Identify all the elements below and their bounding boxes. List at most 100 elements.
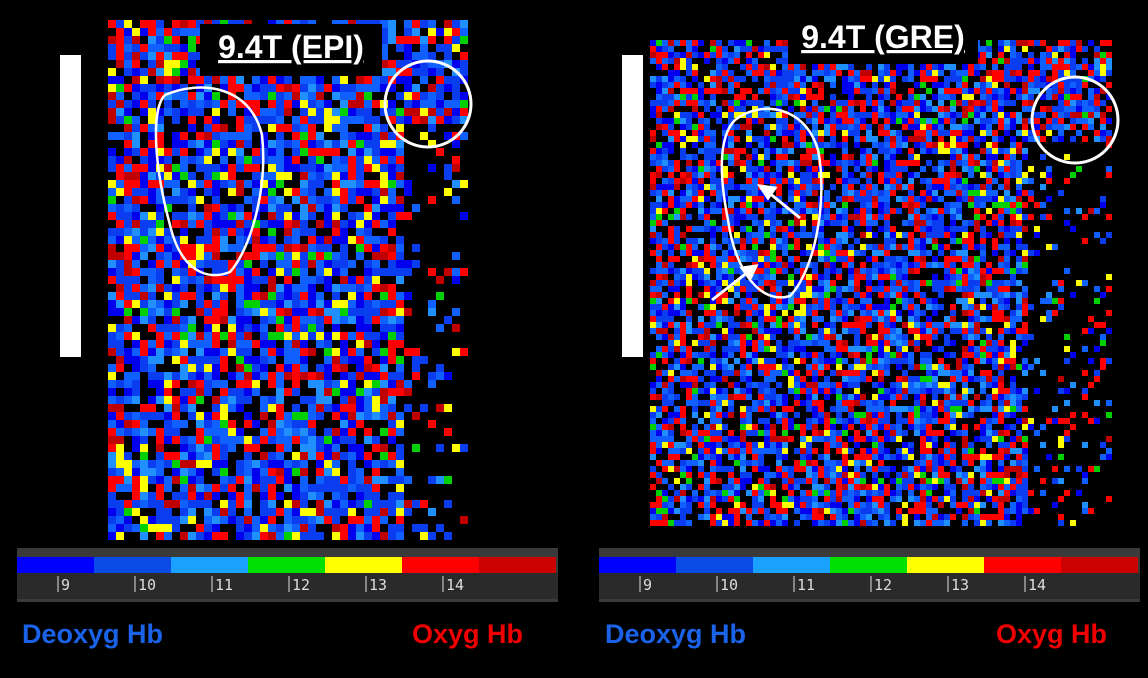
pixel [348,268,356,276]
pixel [236,468,244,476]
pixel [914,142,920,148]
pixel [180,172,188,180]
pixel [956,100,962,106]
pixel [704,118,710,124]
pixel [188,388,196,396]
pixel [372,172,380,180]
pixel [444,308,452,316]
pixel [776,82,782,88]
pixel [132,436,140,444]
pixel [308,284,316,292]
pixel [436,68,444,76]
pixel [396,508,404,516]
pixel [268,420,276,428]
pixel [348,204,356,212]
pixel [316,108,324,116]
pixel [404,316,412,324]
pixel [316,388,324,396]
pixel [974,124,980,130]
pixel [770,148,776,154]
pixel [758,124,764,130]
pixel [292,452,300,460]
pixel [164,436,172,444]
pixel [148,212,156,220]
pixel [204,372,212,380]
pixel [404,268,412,276]
pixel [324,172,332,180]
pixel [212,180,220,188]
pixel [722,160,728,166]
pixel [662,106,668,112]
pixel [148,532,156,540]
pixel [308,444,316,452]
pixel [316,140,324,148]
pixel [452,500,460,508]
pixel [436,260,444,268]
pixel [428,428,436,436]
pixel [340,212,348,220]
pixel [308,196,316,204]
pixel [914,106,920,112]
pixel [1106,70,1112,76]
pixel [444,236,452,244]
pixel [452,100,460,108]
pixel [452,196,460,204]
pixel [252,356,260,364]
pixel [244,348,252,356]
pixel [124,116,132,124]
pixel [1016,70,1022,76]
pixel [428,196,436,204]
pixel [908,64,914,70]
pixel [1106,94,1112,100]
pixel [132,132,140,140]
pixel [364,300,372,308]
pixel [716,76,722,82]
pixel [252,404,260,412]
pixel [758,64,764,70]
pixel [132,116,140,124]
pixel [800,124,806,130]
pixel [164,100,172,108]
pixel [380,180,388,188]
pixel [1064,130,1070,136]
pixel [404,468,412,476]
pixel [752,178,758,184]
pixel [268,532,276,540]
pixel [908,130,914,136]
pixel [1046,52,1052,58]
pixel [300,204,308,212]
pixel [1034,160,1040,166]
pixel [452,212,460,220]
pixel [348,484,356,492]
pixel [420,124,428,132]
pixel [884,196,890,202]
pixel [356,332,364,340]
pixel [140,76,148,84]
pixel [872,94,878,100]
pixel [412,348,420,356]
pixel [380,124,388,132]
pixel [164,148,172,156]
pixel [956,94,962,100]
pixel [284,524,292,532]
pixel [372,492,380,500]
pixel [764,70,770,76]
pixel [156,156,164,164]
pixel [124,340,132,348]
pixel [728,76,734,82]
pixel [172,68,180,76]
pixel [656,124,662,130]
pixel [878,112,884,118]
pixel [734,82,740,88]
pixel [364,348,372,356]
pixel [212,108,220,116]
pixel [276,380,284,388]
pixel [268,324,276,332]
pixel [180,356,188,364]
pixel [260,244,268,252]
pixel [372,140,380,148]
pixel [452,460,460,468]
pixel [908,106,914,112]
pixel [308,516,316,524]
pixel [372,444,380,452]
